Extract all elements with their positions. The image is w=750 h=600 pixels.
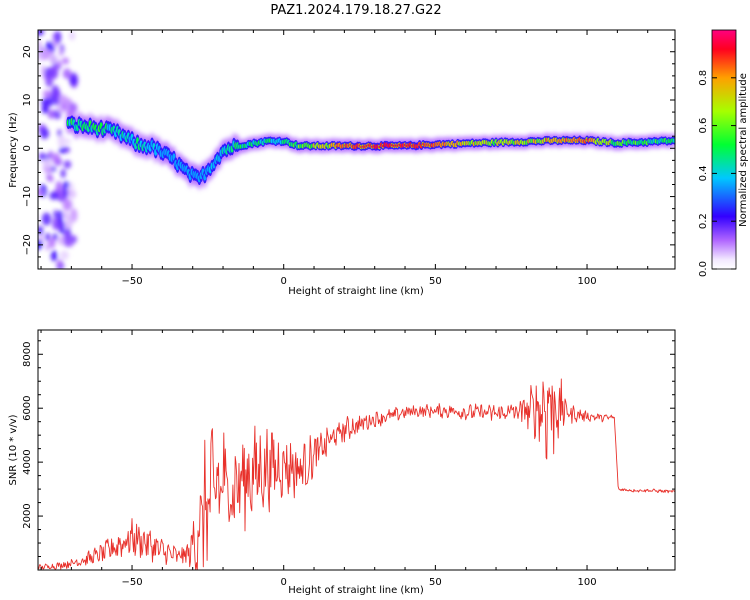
x-tick-label: −50 [121, 276, 142, 287]
y-tick-label: 10 [22, 94, 33, 107]
noise-blob [60, 168, 66, 179]
noise-blob [45, 41, 54, 51]
y-tick-label: 0 [22, 145, 33, 151]
noise-blob [70, 76, 77, 85]
snr-panel: −50 0 50 100 2000 4000 6000 8000 Height of str… [8, 329, 676, 596]
noise-blob [48, 150, 53, 160]
noise-blob [68, 31, 76, 41]
y-tick-label: 20 [22, 45, 33, 58]
figure-title: PAZ1.2024.179.18.27.G22 [270, 3, 441, 18]
ridge-core [672, 138, 675, 143]
noise-blob [58, 48, 63, 57]
noise-blob [48, 237, 56, 249]
noise-blob [48, 65, 59, 80]
spectrogram-y-label: Frequency (Hz) [8, 112, 19, 188]
x-tick-label: 50 [429, 276, 442, 287]
noise-blob [45, 232, 50, 240]
colorbar-tick-label: 0.2 [698, 213, 709, 229]
noise-blob [41, 212, 52, 226]
noise-blob [63, 187, 69, 199]
noise-blob [59, 250, 69, 260]
y-tick-label: 6000 [22, 395, 33, 420]
noise-blob [63, 230, 70, 244]
noise-blob [40, 127, 50, 140]
noise-blob [62, 68, 72, 80]
noise-blob [41, 103, 49, 114]
colorbar-ticks: 0.0 0.2 0.4 0.6 0.8 [698, 70, 736, 277]
colorbar-tick-label: 0.6 [698, 118, 709, 134]
noise-blob [47, 109, 55, 119]
snr-frame [37, 329, 676, 571]
spectrogram-ridge [66, 115, 675, 186]
colorbar-tick-label: 0.0 [698, 261, 709, 277]
colorbar-tick-label: 0.4 [698, 165, 709, 181]
noise-blob [53, 209, 58, 218]
noise-blob [68, 235, 78, 244]
noise-blob [51, 152, 61, 164]
colorbar-label: Normalized spectral amplitude [738, 73, 749, 227]
noise-blob [51, 85, 60, 99]
y-tick-label: −10 [22, 186, 33, 207]
snr-x-label: Height of straight line (km) [288, 585, 424, 596]
y-tick-label: −20 [22, 234, 33, 255]
noise-blob [57, 210, 64, 224]
y-tick-label: 8000 [22, 342, 33, 367]
noise-blob [45, 76, 54, 88]
noise-blob [62, 138, 72, 145]
noise-blob [64, 217, 70, 231]
noise-blob [63, 211, 69, 220]
noise-blob [38, 188, 44, 197]
colorbar: 0.0 0.2 0.4 0.6 0.8 Normalized spectral ampl… [698, 29, 749, 277]
x-tick-label: −50 [121, 577, 142, 588]
noise-blob [62, 57, 69, 65]
x-tick-label: 100 [577, 577, 596, 588]
noise-blob [38, 30, 44, 37]
noise-blob [63, 181, 70, 188]
noise-blob [38, 152, 46, 161]
x-tick-label: 100 [577, 276, 596, 287]
noise-blob [38, 47, 44, 61]
noise-blob [67, 189, 77, 199]
noise-blob [41, 98, 50, 107]
noise-blob [57, 134, 66, 148]
noise-blob [54, 30, 62, 44]
noise-blob [42, 158, 53, 169]
noise-blob [38, 226, 44, 235]
noise-blob [56, 259, 63, 267]
noise-blob [49, 191, 59, 201]
y-tick-label: 4000 [22, 449, 33, 474]
snr-x-ticks: −50 0 50 100 [40, 330, 649, 588]
spectrogram-x-label: Height of straight line (km) [288, 286, 424, 297]
y-tick-label: 2000 [22, 503, 33, 528]
noise-blob [42, 89, 52, 99]
noise-blob [38, 39, 42, 49]
colorbar-tick-label: 0.8 [698, 70, 709, 86]
noise-blob [57, 59, 62, 68]
noise-blob [58, 94, 68, 108]
noise-blob [53, 97, 60, 106]
noise-blob [62, 198, 72, 211]
spectrogram-y-ticks: −20 −10 0 10 20 [22, 39, 675, 270]
spectrogram-frame [37, 29, 676, 270]
noise-blob [46, 174, 53, 181]
spectrogram-x-ticks: −50 0 50 100 [40, 30, 649, 287]
noise-blob [63, 160, 72, 169]
noise-blob [61, 103, 66, 111]
x-tick-label: 50 [429, 577, 442, 588]
spectrogram-image [38, 30, 675, 269]
spectrogram-panel: −50 0 50 100 −20 −10 0 10 20 Height of straight… [8, 29, 676, 297]
noise-blob [50, 250, 58, 262]
noise-blob [58, 147, 66, 154]
x-tick-label: 0 [281, 276, 287, 287]
colorbar-gradient [711, 29, 737, 270]
snr-series-line [38, 378, 675, 570]
noise-blob [45, 242, 50, 252]
snr-y-ticks: 2000 4000 6000 8000 [22, 340, 675, 558]
noise-blob [41, 64, 46, 77]
noise-blob [48, 54, 58, 65]
snr-y-label: SNR (10 * v/v) [8, 414, 19, 485]
x-tick-label: 0 [281, 577, 287, 588]
